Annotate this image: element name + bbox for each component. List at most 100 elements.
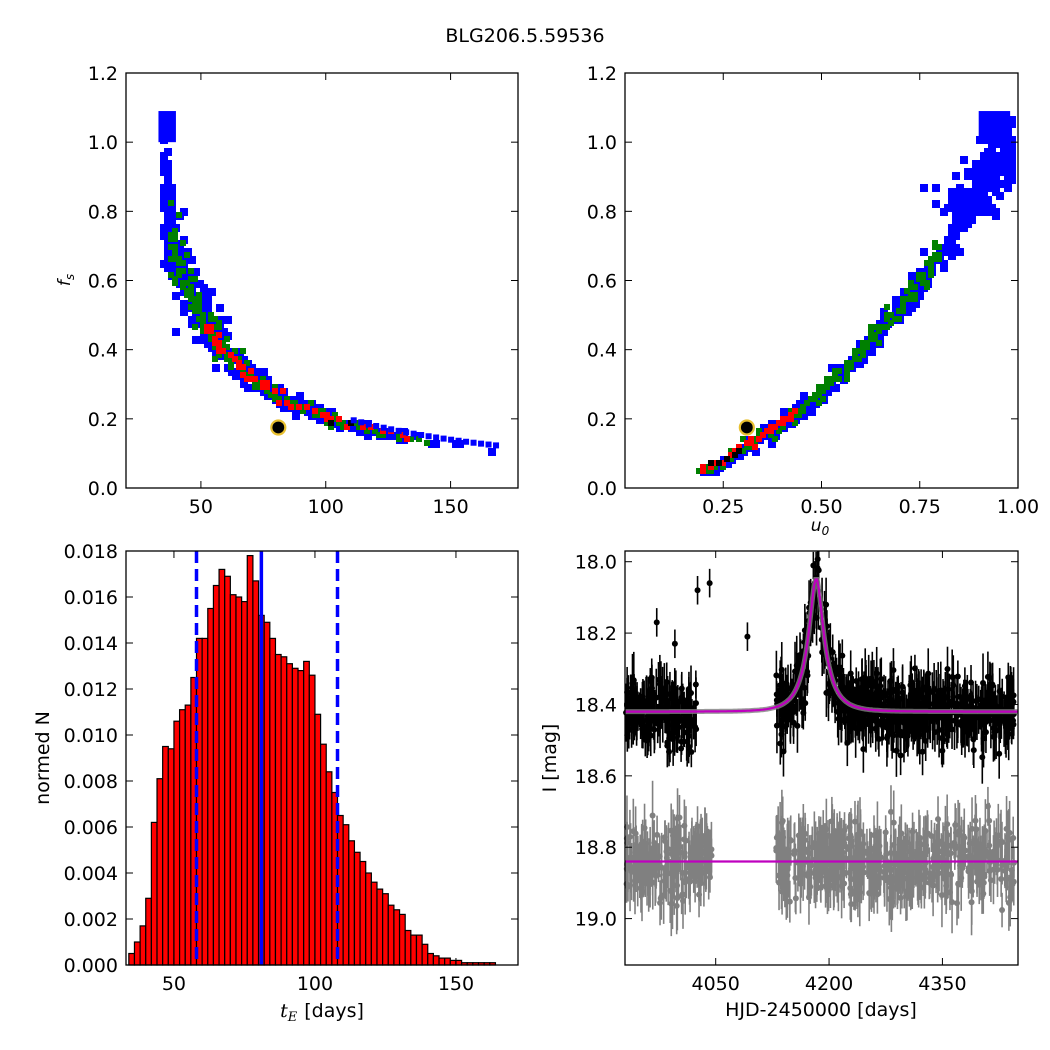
histogram-bar [133,941,141,966]
green-density-cell [904,288,910,294]
data-point [826,849,833,856]
data-point [1010,692,1017,699]
red-density-cell [336,416,342,422]
data-point [642,854,649,861]
data-point [814,848,821,855]
panel-fs-vs-u0: 0.25 0.50 0.75 1.00 0.0 0.2 0.4 0.6 0.8 1.0 1.2 u0 [587,63,1039,538]
green-density-cell [200,328,206,334]
blue-density-cell [992,188,1000,196]
data-point [991,848,998,855]
green-density-cell [252,380,258,386]
blue-density-cell [448,436,455,443]
data-point [810,562,817,569]
green-density-cell [816,400,822,406]
y-tick-label: 1.0 [88,132,118,154]
histogram-bar [241,600,248,966]
blue-density-cell [208,288,216,296]
green-density-cell [224,336,230,342]
data-point [843,685,850,692]
data-point [980,735,987,742]
black-density-cell [724,456,730,462]
green-density-cell [788,408,794,414]
green-density-cell [172,236,178,242]
histogram-bar [353,851,361,966]
data-point [862,674,869,681]
green-density-cell [884,324,890,330]
data-point [668,900,675,907]
blue-density-cell [168,220,176,228]
data-point [869,677,876,684]
green-density-cell [196,296,202,302]
data-point [856,889,863,896]
red-density-cell [252,376,258,382]
green-density-cell [408,436,414,442]
green-density-cell [188,276,194,282]
data-point [986,851,993,858]
data-point [657,895,664,902]
green-density-cell [752,440,758,446]
green-density-cell [224,344,230,350]
data-point [864,688,871,695]
green-density-cell [168,200,174,206]
y-tick-label: 0.010 [64,725,118,747]
blue-density-cell [425,433,432,440]
green-density-cell [228,356,234,362]
green-density-cell [908,280,914,286]
data-point [815,567,822,574]
panel-fs-vs-tE: 50 100 150 0.0 0.2 0.4 0.6 0.8 1.0 1.2 fs [55,63,519,518]
blue-density-cell [260,368,268,376]
blue-density-cell [488,448,496,456]
data-point [944,665,951,672]
histogram-bar [145,897,152,966]
data-point [948,871,955,878]
green-density-cell [820,396,826,402]
data-point [847,834,854,841]
histogram-bar [404,929,412,966]
red-density-cell [400,432,406,438]
red-density-cell [228,352,234,358]
green-density-cell [932,256,938,262]
data-point [649,812,656,819]
green-density-cell [868,328,874,334]
data-point [678,694,685,701]
data-point [656,853,663,860]
y-tick-label: 0.016 [64,587,118,609]
green-density-cell [176,256,182,262]
y-tick-label: 0.2 [587,409,617,431]
red-density-cell [700,464,706,470]
red-density-cell [700,468,706,474]
histogram-bar [173,720,181,966]
data-point [708,846,715,853]
green-density-cell [208,332,214,338]
green-density-cell [232,348,238,354]
green-density-cell [924,260,930,266]
data-point [744,633,751,640]
histogram-bar [224,575,231,966]
data-point [644,699,651,706]
data-point [916,834,923,841]
histogram-bar [150,821,158,966]
green-density-cell [188,304,194,310]
histogram-bar [393,909,401,966]
red-density-cell [312,408,318,414]
data-point [967,852,974,859]
red-density-cell [232,356,238,362]
best-fit-marker [270,419,287,436]
data-point [979,853,986,860]
green-density-cell [240,348,246,354]
green-density-cell [340,424,346,430]
xlabel-tE-subscript: E [287,1010,298,1025]
data-point [787,836,794,843]
red-density-cell [276,400,282,406]
data-point [940,703,947,710]
green-density-cell [196,316,202,322]
green-density-cell [932,244,938,250]
y-tick-label: 0.0 [88,478,118,500]
blue-density-cell [164,180,172,188]
data-point [869,714,876,721]
blue-density-cell [463,438,470,445]
red-density-cell [404,436,410,442]
green-density-cell [800,408,806,414]
blue-density-cell [188,256,196,264]
blue-density-cell [952,212,960,220]
